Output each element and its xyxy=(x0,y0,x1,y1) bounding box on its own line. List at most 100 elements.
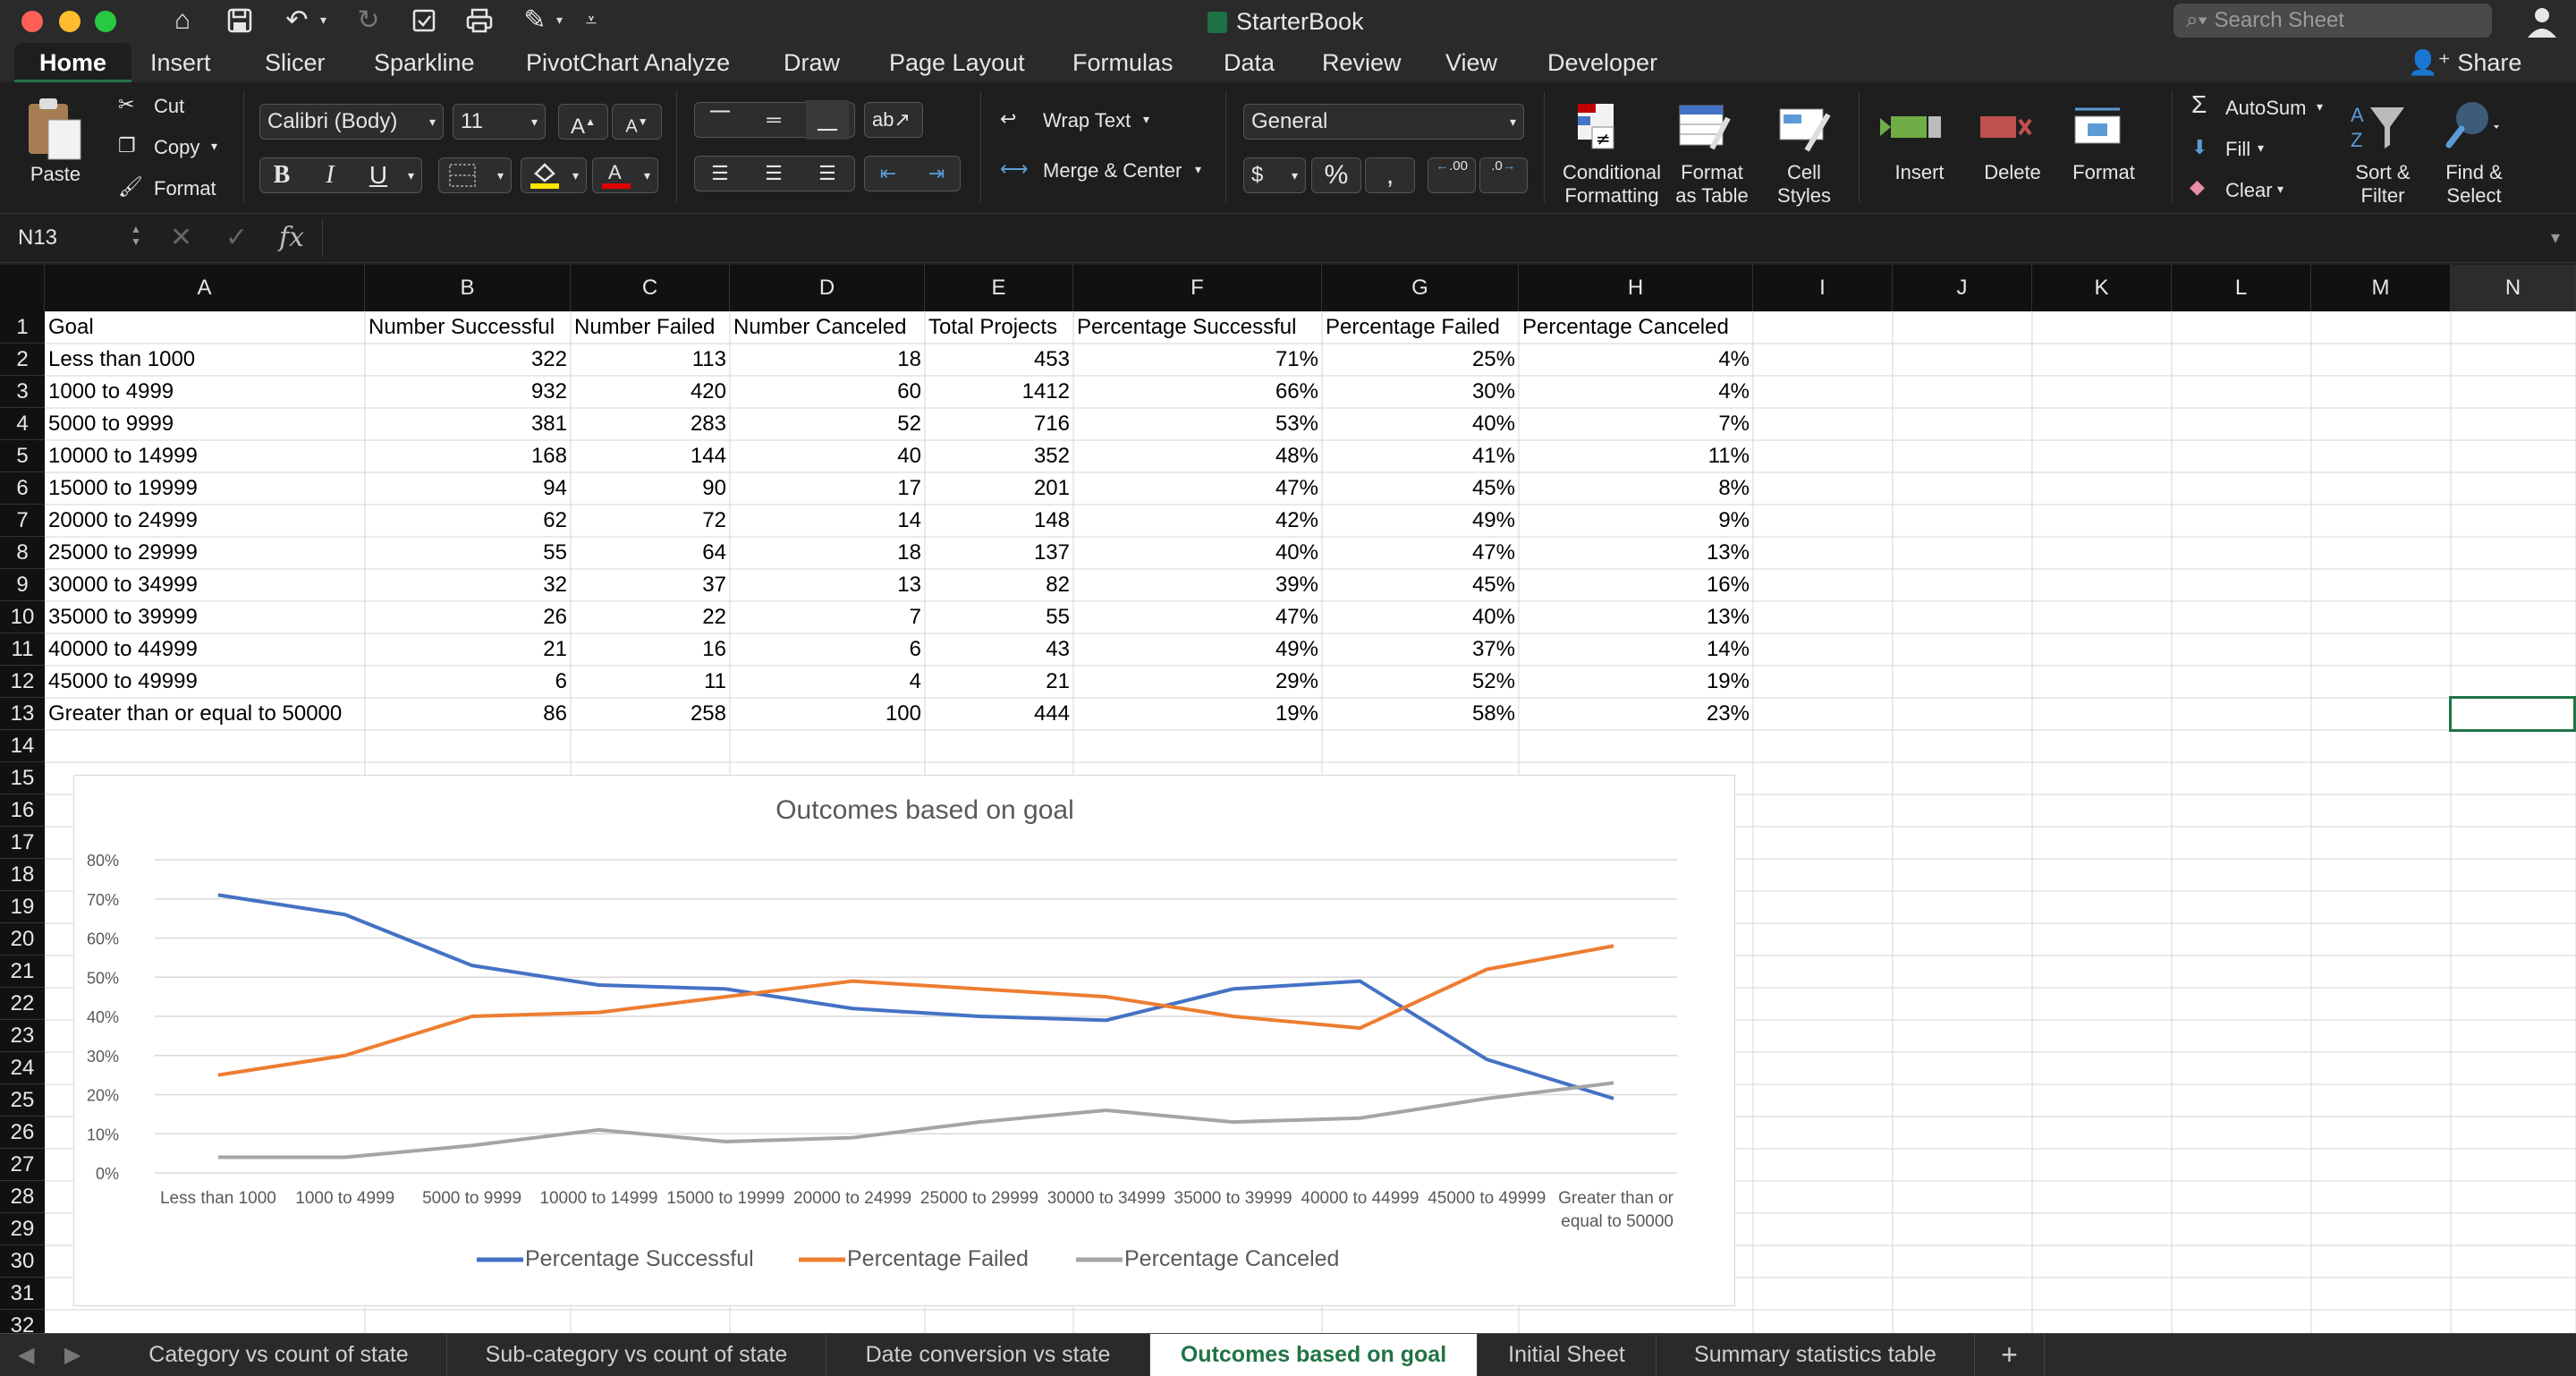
align-left-icon[interactable]: ☰ xyxy=(711,162,729,184)
cell-e7[interactable]: 148 xyxy=(1033,508,1070,532)
cell-f11[interactable]: 49% xyxy=(1275,637,1318,661)
currency-button[interactable]: $ ▾ xyxy=(1243,157,1306,193)
increase-font-size-button[interactable]: A▲ xyxy=(558,104,608,140)
fill-color-button[interactable]: ▾ xyxy=(521,157,587,193)
row-header-25[interactable]: 25 xyxy=(0,1084,45,1117)
sort-filter-button[interactable]: Sort & Filter xyxy=(2343,161,2422,208)
format-painter-button[interactable]: Format xyxy=(154,177,216,200)
cell-c8[interactable]: 64 xyxy=(702,540,726,565)
row-header-21[interactable]: 21 xyxy=(0,956,45,988)
cell-c7[interactable]: 72 xyxy=(702,508,726,532)
cell-a11[interactable]: 40000 to 44999 xyxy=(48,637,198,661)
sheet-tab[interactable]: Sub-category vs count of state xyxy=(447,1334,826,1376)
cell-g9[interactable]: 45% xyxy=(1471,573,1515,597)
paste-button[interactable]: Paste xyxy=(30,163,81,185)
align-middle-icon[interactable]: ═ xyxy=(767,108,781,131)
cell-b6[interactable]: 94 xyxy=(543,476,567,500)
cell-f1[interactable]: Percentage Successful xyxy=(1077,315,1297,339)
cell-g8[interactable]: 47% xyxy=(1471,540,1515,565)
borders-button[interactable]: ▾ xyxy=(438,157,512,193)
column-header-f[interactable]: F xyxy=(1073,265,1322,311)
column-header-d[interactable]: D xyxy=(730,265,925,311)
cell-e8[interactable]: 137 xyxy=(1033,540,1070,565)
minimize-window-button[interactable] xyxy=(59,11,80,32)
decrease-font-size-button[interactable]: A▼ xyxy=(612,104,662,140)
cell-f8[interactable]: 40% xyxy=(1275,540,1318,565)
row-header-19[interactable]: 19 xyxy=(0,891,45,923)
cell-d4[interactable]: 52 xyxy=(897,412,921,436)
row-header-24[interactable]: 24 xyxy=(0,1052,45,1084)
cell-f13[interactable]: 19% xyxy=(1275,701,1318,726)
cell-f9[interactable]: 39% xyxy=(1275,573,1318,597)
cell-e9[interactable]: 82 xyxy=(1046,573,1070,597)
autosum-button[interactable]: AutoSum xyxy=(2225,97,2307,119)
cell-c4[interactable]: 283 xyxy=(690,412,726,436)
column-header-l[interactable]: L xyxy=(2172,265,2311,311)
cell-c10[interactable]: 22 xyxy=(702,605,726,629)
cell-h11[interactable]: 14% xyxy=(1706,637,1750,661)
cell-f2[interactable]: 71% xyxy=(1275,347,1318,371)
cell-h9[interactable]: 16% xyxy=(1706,573,1750,597)
cell-h12[interactable]: 19% xyxy=(1706,669,1750,693)
fill-down-icon[interactable]: ⬇ xyxy=(2191,136,2208,158)
next-sheet-icon[interactable]: ▶ xyxy=(64,1343,81,1367)
cell-d3[interactable]: 60 xyxy=(897,379,921,403)
undo-dropdown-icon[interactable]: ▾ xyxy=(320,13,327,27)
tab-page-layout[interactable]: Page Layout xyxy=(889,49,1025,76)
cell-a3[interactable]: 1000 to 4999 xyxy=(48,379,174,403)
cell-f5[interactable]: 48% xyxy=(1275,444,1318,468)
cell-f4[interactable]: 53% xyxy=(1275,412,1318,436)
row-header-15[interactable]: 15 xyxy=(0,762,45,794)
orientation-button[interactable]: ab↗ xyxy=(864,102,923,138)
cell-c1[interactable]: Number Failed xyxy=(574,315,716,339)
align-bottom-icon[interactable]: ⎽ xyxy=(806,100,849,140)
column-header-c[interactable]: C xyxy=(571,265,730,311)
cell-b1[interactable]: Number Successful xyxy=(369,315,555,339)
cell-c9[interactable]: 37 xyxy=(702,573,726,597)
home-icon[interactable]: ⌂ xyxy=(174,5,191,35)
cell-g13[interactable]: 58% xyxy=(1471,701,1515,726)
row-header-14[interactable]: 14 xyxy=(0,730,45,762)
format-cells-icon[interactable] xyxy=(2066,100,2138,154)
row-header-22[interactable]: 22 xyxy=(0,988,45,1020)
cell-d9[interactable]: 13 xyxy=(897,573,921,597)
cell-a9[interactable]: 30000 to 34999 xyxy=(48,573,198,597)
cell-d12[interactable]: 4 xyxy=(909,669,921,693)
expand-formula-bar-icon[interactable]: ▾ xyxy=(2551,228,2561,248)
cell-d6[interactable]: 17 xyxy=(897,476,921,500)
cell-g10[interactable]: 40% xyxy=(1471,605,1515,629)
find-select-button[interactable]: Find & Select xyxy=(2435,161,2513,208)
clear-button[interactable]: Clear xyxy=(2225,179,2273,201)
tab-formulas[interactable]: Formulas xyxy=(1072,49,1174,76)
row-header-18[interactable]: 18 xyxy=(0,859,45,891)
add-sheet-button[interactable]: + xyxy=(1975,1334,2045,1376)
row-header-30[interactable]: 30 xyxy=(0,1245,45,1278)
row-header-8[interactable]: 8 xyxy=(0,537,45,569)
merge-center-dropdown-icon[interactable]: ▾ xyxy=(1195,162,1202,176)
sheet-tab[interactable]: Summary statistics table xyxy=(1657,1334,1975,1376)
formula-input[interactable] xyxy=(322,219,2549,257)
cell-g6[interactable]: 45% xyxy=(1471,476,1515,500)
column-header-e[interactable]: E xyxy=(925,265,1073,311)
column-header-k[interactable]: K xyxy=(2032,265,2172,311)
cell-e1[interactable]: Total Projects xyxy=(928,315,1058,339)
sheet-tab[interactable]: Date conversion vs state xyxy=(826,1334,1150,1376)
cell-g3[interactable]: 30% xyxy=(1471,379,1515,403)
cell-g11[interactable]: 37% xyxy=(1471,637,1515,661)
autosum-icon[interactable]: Σ xyxy=(2191,90,2207,118)
row-header-23[interactable]: 23 xyxy=(0,1020,45,1052)
fill-dropdown-icon[interactable]: ▾ xyxy=(2258,140,2265,155)
cell-a7[interactable]: 20000 to 24999 xyxy=(48,508,198,532)
cell-a5[interactable]: 10000 to 14999 xyxy=(48,444,198,468)
share-button[interactable]: 👤⁺ Share xyxy=(2408,43,2521,82)
decrease-indent-icon[interactable]: ⇤ xyxy=(879,162,897,184)
cell-a13[interactable]: Greater than or equal to 50000 xyxy=(48,701,343,726)
tab-developer[interactable]: Developer xyxy=(1547,49,1658,76)
cell-h5[interactable]: 11% xyxy=(1707,444,1750,468)
format-cells-button[interactable]: Format xyxy=(2072,161,2135,183)
cell-b7[interactable]: 62 xyxy=(543,508,567,532)
row-header-32[interactable]: 32 xyxy=(0,1310,45,1333)
cell-f3[interactable]: 66% xyxy=(1275,379,1318,403)
cell-f6[interactable]: 47% xyxy=(1275,476,1318,500)
